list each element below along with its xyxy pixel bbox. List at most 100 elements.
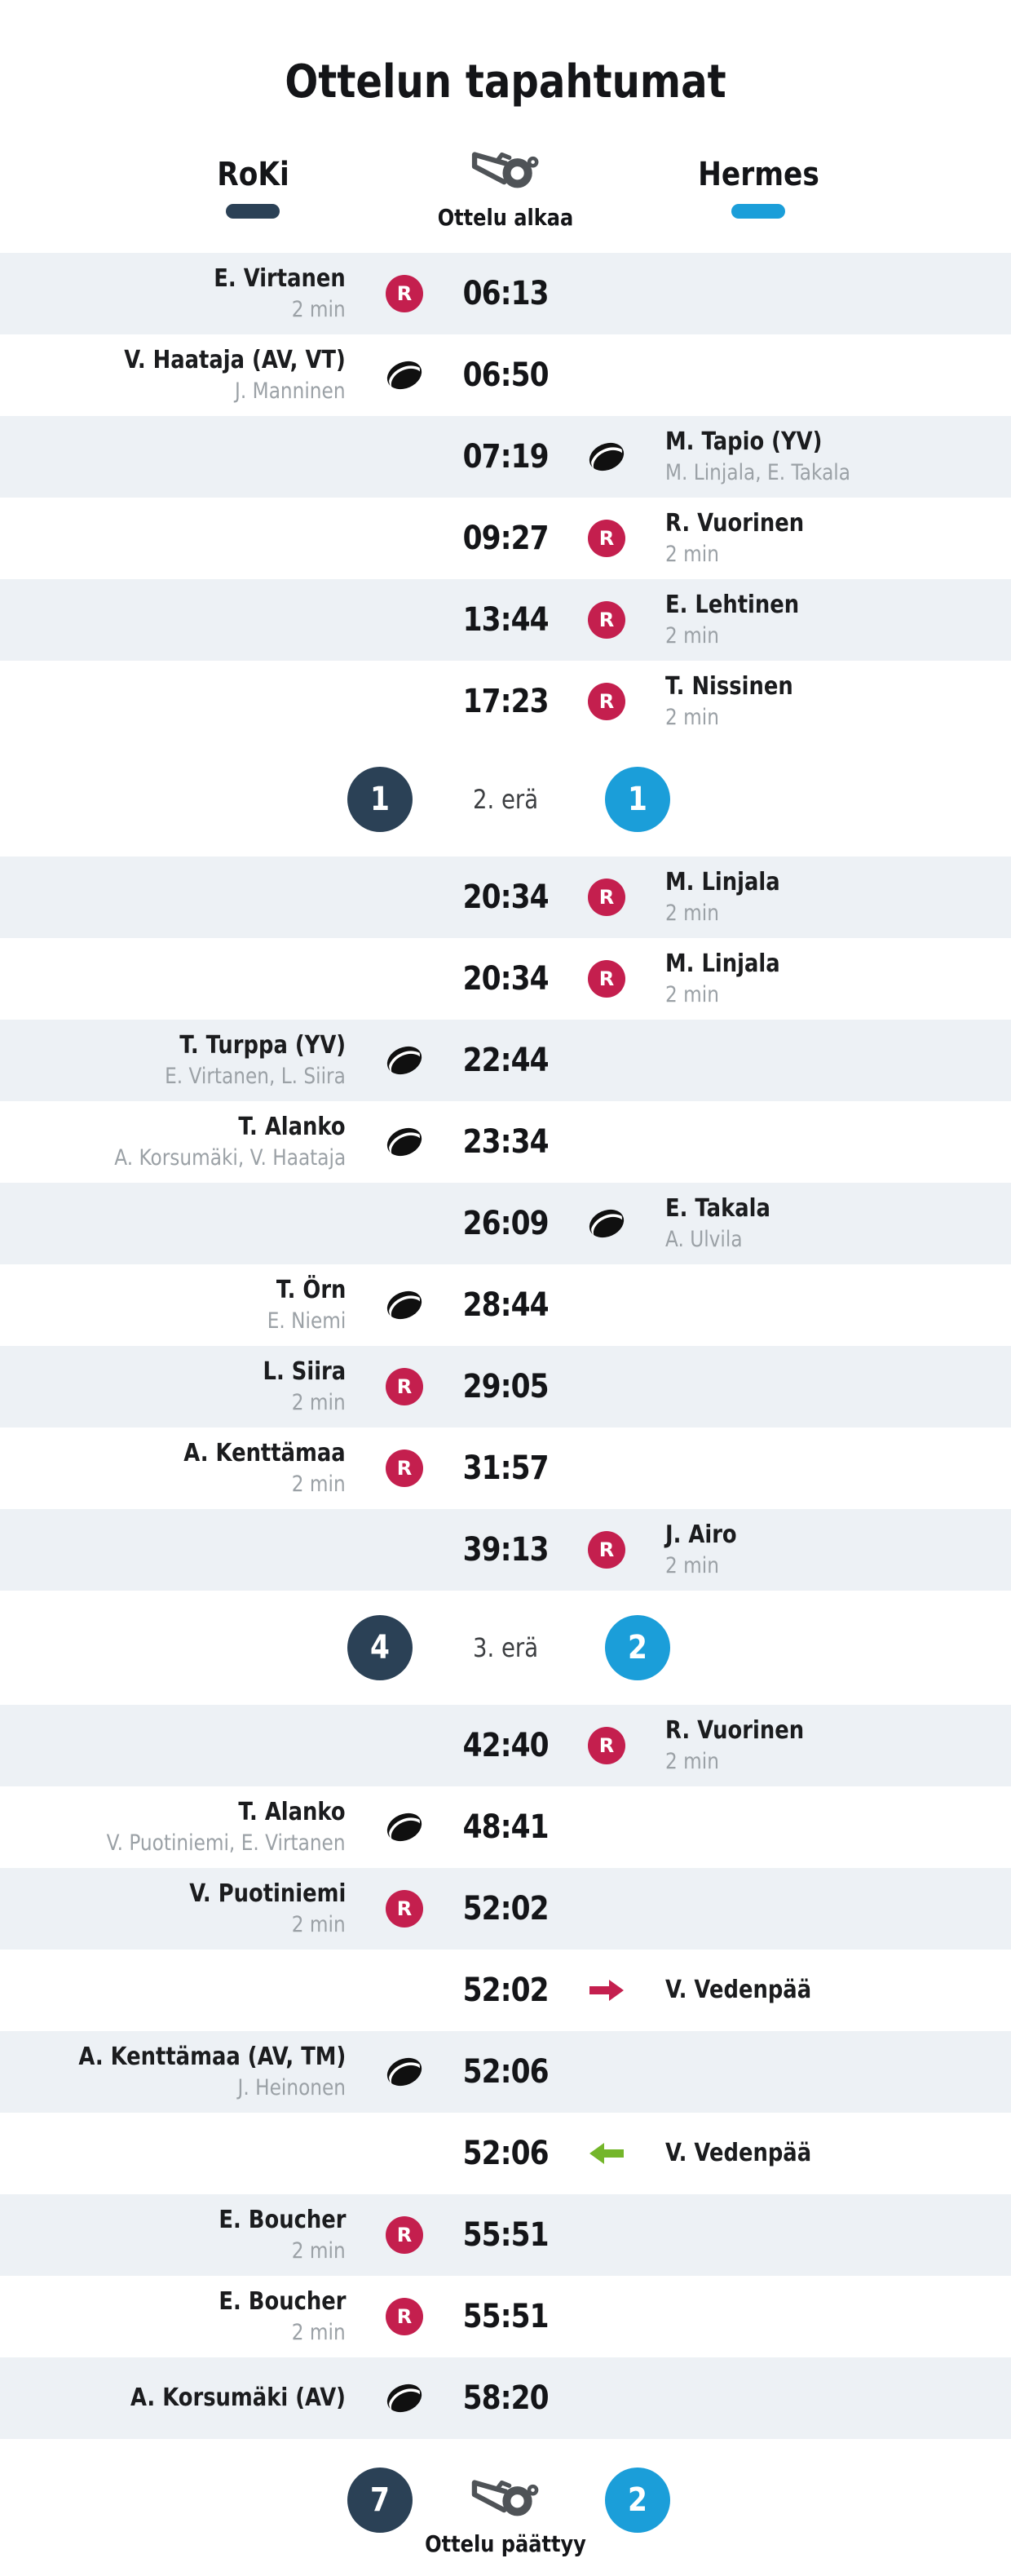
home-icon-slot [346,2357,463,2439]
away-team-header: Hermes [620,158,897,219]
penalty-icon: R [386,1368,423,1405]
home-icon-slot: R [346,1346,463,1427]
away-icon-slot [548,1264,665,1346]
event-time: 28:44 [462,1286,549,1324]
penalty-icon: R [386,2298,423,2335]
puck-icon [589,442,628,476]
event-time: 52:06 [462,2053,549,2091]
player-name: E. Virtanen [214,263,346,293]
event-detail: V. Puotiniemi, E. Virtanen [107,1830,346,1856]
event-detail: 2 min [665,1748,719,1774]
event-time: 52:02 [462,1972,549,2009]
away-event-text [665,2031,1011,2113]
away-event-text: V. Vedenpää [665,2113,1011,2194]
home-team-header: RoKi [114,158,391,219]
event-time: 31:57 [462,1450,549,1487]
event-time: 23:34 [462,1123,549,1161]
event-detail: 2 min [665,704,719,730]
player-name: V. Puotiniemi [188,1879,346,1908]
home-icon-slot [346,1509,463,1591]
home-icon-slot [346,1950,463,2031]
home-icon-slot: R [346,2194,463,2276]
puck-icon [386,2057,426,2091]
event-row: T. Turppa (YV) E. Virtanen, L. Siira 22:… [0,1020,1011,1101]
home-event-text [0,2113,346,2194]
event-detail: E. Niemi [267,1308,346,1334]
event-time: 13:44 [462,601,549,639]
penalty-icon: R [588,879,625,916]
event-time: 20:34 [462,879,549,916]
away-event-text [665,1346,1011,1427]
home-event-text: V. Puotiniemi 2 min [0,1868,346,1950]
home-event-text: A. Korsumäki (AV) [0,2357,346,2439]
event-time: 58:20 [462,2379,549,2417]
home-event-text: T. Alanko V. Puotiniemi, E. Virtanen [0,1786,346,1868]
away-icon-slot [548,416,665,498]
away-event-text: V. Vedenpää [665,1950,1011,2031]
away-icon-slot: R [548,579,665,661]
penalty-icon: R [588,1531,625,1569]
home-icon-slot [346,1101,463,1183]
away-score-circle: 1 [605,767,670,832]
penalty-icon: R [588,960,625,998]
player-name: A. Kenttämaa (AV, TM) [78,2042,346,2071]
player-name: E. Takala [665,1193,770,1223]
away-icon-slot [548,2357,665,2439]
home-event-text [0,416,346,498]
event-detail: 2 min [292,2319,346,2345]
event-time: 29:05 [462,1368,549,1405]
event-time: 09:27 [462,520,549,557]
home-event-text [0,1183,346,1264]
home-event-text [0,856,346,938]
penalty-icon: R [386,2216,423,2254]
home-icon-slot: R [346,253,463,334]
event-row: 07:19 M. Tapio (YV) M. Linjala, E. Takal… [0,416,1011,498]
event-detail: 2 min [292,296,346,322]
puck-icon [386,2383,426,2417]
away-icon-slot [548,1427,665,1509]
event-row: 42:40 R R. Vuorinen 2 min [0,1705,1011,1786]
away-icon-slot [548,1786,665,1868]
home-icon-slot: R [346,1427,463,1509]
away-team-name: Hermes [697,156,819,193]
penalty-icon: R [588,520,625,557]
home-period-score: 1 [370,781,390,818]
event-row: A. Kenttämaa 2 min R 31:57 [0,1427,1011,1509]
away-event-text [665,2194,1011,2276]
event-time: 39:13 [462,1531,549,1569]
home-period-score: 4 [370,1629,390,1666]
player-name: E. Boucher [218,2286,346,2316]
event-time: 55:51 [462,2216,549,2254]
event-row: 39:13 R J. Airo 2 min [0,1509,1011,1591]
period-separator: 1 2. erä 1 [0,742,1011,856]
goalie-out-icon [589,1980,624,2001]
player-name: T. Turppa (YV) [179,1030,346,1060]
event-row: 17:23 R T. Nissinen 2 min [0,661,1011,742]
away-icon-slot [548,2194,665,2276]
home-event-text [0,1509,346,1591]
period-label: 2. erä [472,784,539,815]
event-detail: A. Korsumäki, V. Haataja [114,1144,346,1171]
home-score-circle: 1 [347,767,413,832]
event-row: E. Virtanen 2 min R 06:13 [0,253,1011,334]
away-icon-slot: R [548,1509,665,1591]
event-detail: 2 min [665,622,719,648]
away-event-text [665,1101,1011,1183]
away-icon-slot: R [548,498,665,579]
event-detail: E. Virtanen, L. Siira [165,1063,346,1089]
puck-icon [589,1209,628,1242]
event-row: V. Puotiniemi 2 min R 52:02 [0,1868,1011,1950]
away-event-text [665,2276,1011,2357]
goalie-in-icon [589,2143,624,2164]
match-start-block: Ottelu alkaa [426,144,585,231]
period-label-wrap: 3. erä [467,1632,543,1663]
event-time: 55:51 [462,2298,549,2335]
home-event-text: T. Örn E. Niemi [0,1264,346,1346]
home-icon-slot: R [346,1868,463,1950]
home-event-text: T. Turppa (YV) E. Virtanen, L. Siira [0,1020,346,1101]
away-score-circle: 2 [605,1615,670,1680]
event-row: E. Boucher 2 min R 55:51 [0,2276,1011,2357]
home-team-name: RoKi [216,156,289,193]
home-team-color-pill [226,204,280,219]
away-icon-slot: R [548,856,665,938]
